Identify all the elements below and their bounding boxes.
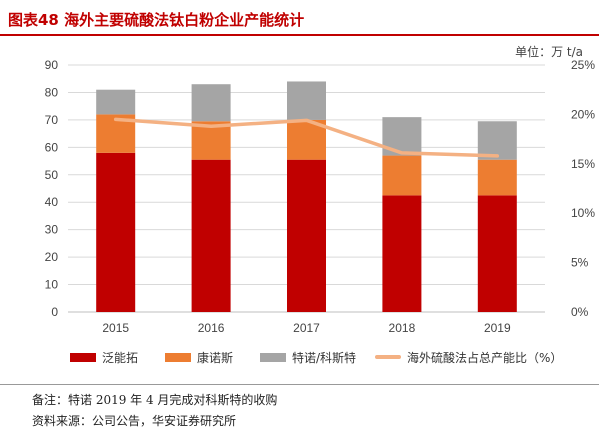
legend-item-tenuo: 特诺/科斯特: [260, 347, 356, 367]
y-tick-label: 10: [45, 278, 59, 292]
title-bar: 图表48 海外主要硫酸法钛白粉企业产能统计: [0, 0, 599, 40]
y2-tick-label: 25%: [571, 58, 595, 72]
bar-segment: [477, 195, 517, 312]
y-tick-label: 30: [45, 223, 59, 237]
y-tick-label: 60: [45, 140, 59, 154]
share-line-point: [306, 119, 307, 121]
footnote: 备注：特诺 2019 年 4 月完成对科斯特的收购: [32, 393, 278, 407]
y-tick-label: 40: [45, 195, 59, 209]
x-tick-label: 2015: [102, 321, 129, 335]
bar-segment: [96, 89, 136, 115]
stacked-bar-chart: 0 10 20 30 40 50 60 70 80 90 0% 5% 10% 15% 20% 25% 2015 2…: [45, 58, 596, 335]
share-line-point: [401, 152, 403, 154]
legend-label-kangnuosi: 康诺斯: [197, 350, 234, 365]
unit-label: 单位：万 t/a: [515, 45, 583, 59]
y-tick-label: 90: [45, 58, 59, 72]
y2-tick-label: 15%: [571, 157, 595, 171]
y-tick-label: 0: [51, 305, 58, 319]
legend-swatch-tenuo: [260, 352, 286, 362]
share-line-point: [496, 155, 498, 157]
legend-label-share-line: 海外硫酸法占总产能比（%）: [407, 350, 563, 365]
legend-swatch-fandoto: [70, 352, 96, 362]
legend-item-share-line: 海外硫酸法占总产能比（%）: [375, 347, 562, 367]
legend-swatch-kangnuosi: [165, 352, 191, 362]
y-tick-label: 50: [45, 168, 59, 182]
y2-tick-label: 5%: [571, 256, 589, 270]
x-tick-label: 2019: [484, 321, 511, 335]
y2-tick-label: 0%: [571, 305, 589, 319]
bar-segment: [287, 81, 326, 120]
y-tick-label: 70: [45, 113, 59, 127]
y2-tick-label: 20%: [571, 107, 595, 121]
bar-segment: [382, 195, 422, 312]
x-tick-label: 2018: [389, 321, 416, 335]
y-tick-label: 80: [45, 85, 59, 99]
bar-segment: [96, 152, 136, 312]
bar-segment: [287, 159, 326, 312]
bar-segment: [191, 159, 231, 312]
title-rule: [0, 34, 599, 36]
footer-rule: [0, 384, 599, 385]
legend-label-tenuo: 特诺/科斯特: [292, 350, 357, 365]
source-line: 资料来源：公司公告，华安证券研究所: [32, 414, 237, 428]
bar-segment: [477, 121, 517, 160]
chart-title: 图表48 海外主要硫酸法钛白粉企业产能统计: [8, 11, 305, 29]
legend-swatch-share-line: [375, 355, 401, 359]
y-tick-label: 20: [45, 250, 59, 264]
legend: 泛能拓 康诺斯 特诺/科斯特 海外硫酸法占总产能比（%）: [70, 347, 590, 367]
share-line-point: [210, 125, 212, 127]
bar-segment: [477, 159, 517, 196]
x-tick-label: 2017: [293, 321, 320, 335]
legend-item-kangnuosi: 康诺斯: [165, 347, 233, 367]
legend-item-fandoto: 泛能拓: [70, 347, 138, 367]
bar-segment: [191, 84, 231, 122]
bar-segment: [382, 155, 422, 196]
x-tick-label: 2016: [198, 321, 225, 335]
legend-label-fandoto: 泛能拓: [102, 350, 139, 365]
share-line-point: [115, 118, 117, 120]
y2-tick-label: 10%: [571, 206, 595, 220]
